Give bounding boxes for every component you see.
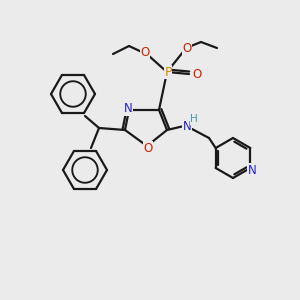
Text: N: N [124, 103, 132, 116]
Text: P: P [164, 65, 172, 79]
Text: N: N [248, 164, 257, 176]
Text: O: O [192, 68, 202, 80]
Text: H: H [190, 114, 198, 124]
Text: O: O [143, 142, 153, 154]
Text: O: O [182, 41, 192, 55]
Text: O: O [140, 46, 150, 59]
Text: N: N [183, 119, 191, 133]
